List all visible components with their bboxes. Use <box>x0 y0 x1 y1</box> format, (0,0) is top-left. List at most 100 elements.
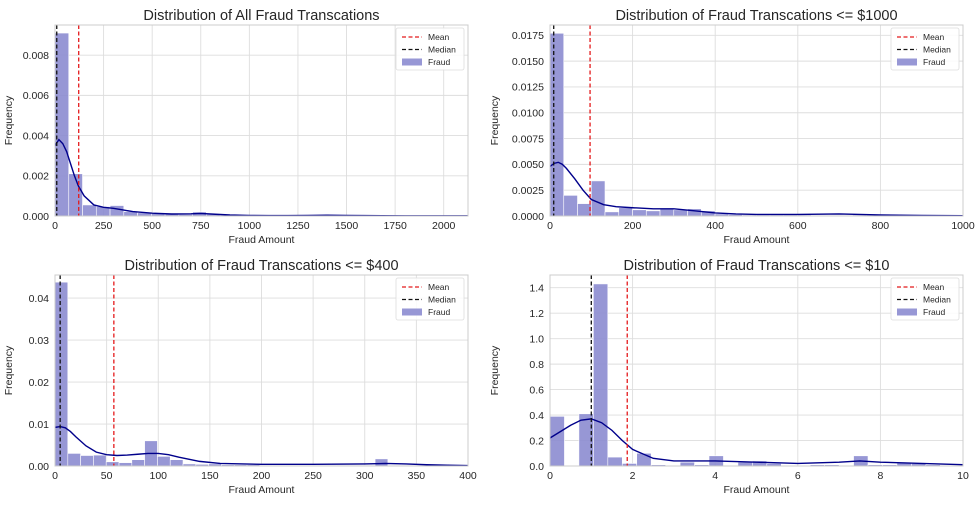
x-tick-label: 600 <box>789 220 807 232</box>
histogram-bar <box>80 455 94 466</box>
chart-title: Distribution of Fraud Transcations <= $1… <box>624 258 890 274</box>
legend-mean-label: Mean <box>923 32 945 42</box>
kde-line <box>550 418 963 466</box>
legend-median-label: Median <box>428 295 456 305</box>
x-tick-label: 1750 <box>383 220 407 232</box>
y-tick-label: 0.0000 <box>512 211 544 223</box>
y-tick-label: 0.8 <box>529 359 544 371</box>
x-tick-label: 6 <box>795 470 801 482</box>
plot-content <box>55 275 468 466</box>
x-tick-label: 800 <box>872 220 890 232</box>
legend-fraud-label: Fraud <box>923 57 945 67</box>
y-tick-label: 0.004 <box>23 130 49 142</box>
x-tick-label: 300 <box>356 470 374 482</box>
x-axis-label: Fraud Amount <box>229 484 295 496</box>
histogram-bar <box>593 283 609 466</box>
x-tick-label: 4 <box>712 470 718 482</box>
x-tick-label: 200 <box>624 220 642 232</box>
x-tick-label: 350 <box>408 470 426 482</box>
chart-3: 0 50 100 150 200 250 300 350 400 0.00 0.01 0.02 0.03… <box>3 258 477 496</box>
histogram-bar <box>550 32 565 216</box>
histogram-bar <box>673 209 688 216</box>
y-tick-label: 0.000 <box>23 211 49 223</box>
legend-mean-label: Mean <box>428 282 450 292</box>
y-axis-label: Frequency <box>489 345 501 395</box>
y-tick-label: 0.03 <box>29 335 50 347</box>
x-tick-label: 0 <box>547 220 553 232</box>
y-axis-label: Frequency <box>3 345 15 395</box>
legend-median-label: Median <box>428 45 456 55</box>
legend-fraud-swatch <box>402 308 422 316</box>
y-tick-label: 0.01 <box>29 419 50 431</box>
x-tick-label: 150 <box>201 470 219 482</box>
histogram-bar <box>550 416 565 466</box>
y-tick-label: 0.002 <box>23 171 49 183</box>
legend-mean-label: Mean <box>428 32 450 42</box>
x-tick-label: 250 <box>95 220 113 232</box>
x-tick-label: 10 <box>957 470 969 482</box>
y-tick-label: 0.0025 <box>512 185 544 197</box>
y-tick-label: 1.0 <box>529 333 544 345</box>
histogram-bar <box>55 32 70 216</box>
histogram-bar <box>590 180 606 216</box>
y-tick-label: 0.008 <box>23 50 49 62</box>
plot-frame <box>54 274 469 467</box>
x-tick-label: 50 <box>101 470 113 482</box>
y-tick-label: 0.0175 <box>512 30 544 42</box>
y-tick-label: 0.02 <box>29 377 50 389</box>
x-axis-label: Fraud Amount <box>724 484 790 496</box>
x-tick-label: 0 <box>52 470 58 482</box>
legend-fraud-swatch <box>402 58 422 66</box>
legend-fraud-label: Fraud <box>428 57 450 67</box>
kde-line <box>55 138 468 216</box>
chart-4: 0 2 4 6 8 10 0.0 0.2 0.4 0.6 0.8 1.0 1.2 1.4 Fraud Amo… <box>489 258 969 496</box>
x-tick-label: 0 <box>547 470 553 482</box>
histogram-bar <box>659 208 675 216</box>
y-tick-label: 0.4 <box>529 410 544 422</box>
x-tick-label: 500 <box>143 220 161 232</box>
legend-mean-label: Mean <box>923 282 945 292</box>
kde-line <box>550 161 963 216</box>
plot-frame <box>549 24 964 217</box>
histogram-bar <box>93 454 107 466</box>
y-tick-label: 1.2 <box>529 308 544 320</box>
x-tick-label: 250 <box>304 470 322 482</box>
y-tick-label: 0.00 <box>29 461 50 473</box>
y-tick-label: 0.2 <box>529 435 544 447</box>
histogram-bar <box>737 461 753 466</box>
histogram-bar <box>577 203 592 216</box>
x-tick-label: 1250 <box>286 220 310 232</box>
chart-2: 0 200 400 600 800 1000 0.0000 0.0025 0.0050 0.007… <box>489 8 975 246</box>
histogram-bar <box>636 452 652 466</box>
histogram-bar <box>618 207 633 216</box>
y-tick-label: 0.0050 <box>512 159 544 171</box>
histogram-bar <box>55 281 69 466</box>
y-tick-label: 1.4 <box>529 283 544 295</box>
plot-frame <box>549 274 964 467</box>
histogram-bar <box>632 209 647 216</box>
x-tick-label: 8 <box>877 470 883 482</box>
y-tick-label: 0.0075 <box>512 133 544 145</box>
x-tick-label: 0 <box>52 220 58 232</box>
chart-title: Distribution of Fraud Transcations <= $1… <box>615 8 897 24</box>
y-axis-label: Frequency <box>489 95 501 145</box>
legend-median-label: Median <box>923 295 951 305</box>
chart-title: Distribution of All Fraud Transcations <box>143 8 379 24</box>
x-tick-label: 2 <box>630 470 636 482</box>
legend-median-label: Median <box>923 45 951 55</box>
histogram-bar <box>157 456 171 466</box>
histogram-bar <box>607 456 623 466</box>
x-tick-label: 100 <box>149 470 167 482</box>
histogram-bar <box>766 463 782 466</box>
x-tick-label: 1000 <box>238 220 262 232</box>
y-tick-label: 0.0150 <box>512 56 544 68</box>
x-tick-label: 1000 <box>951 220 975 232</box>
histogram-bar <box>604 211 620 216</box>
legend-fraud-swatch <box>897 308 917 316</box>
legend-fraud-swatch <box>897 58 917 66</box>
y-axis-label: Frequency <box>3 95 15 145</box>
histogram-bar <box>169 459 184 466</box>
x-tick-label: 400 <box>459 470 477 482</box>
y-tick-label: 0.006 <box>23 90 49 102</box>
